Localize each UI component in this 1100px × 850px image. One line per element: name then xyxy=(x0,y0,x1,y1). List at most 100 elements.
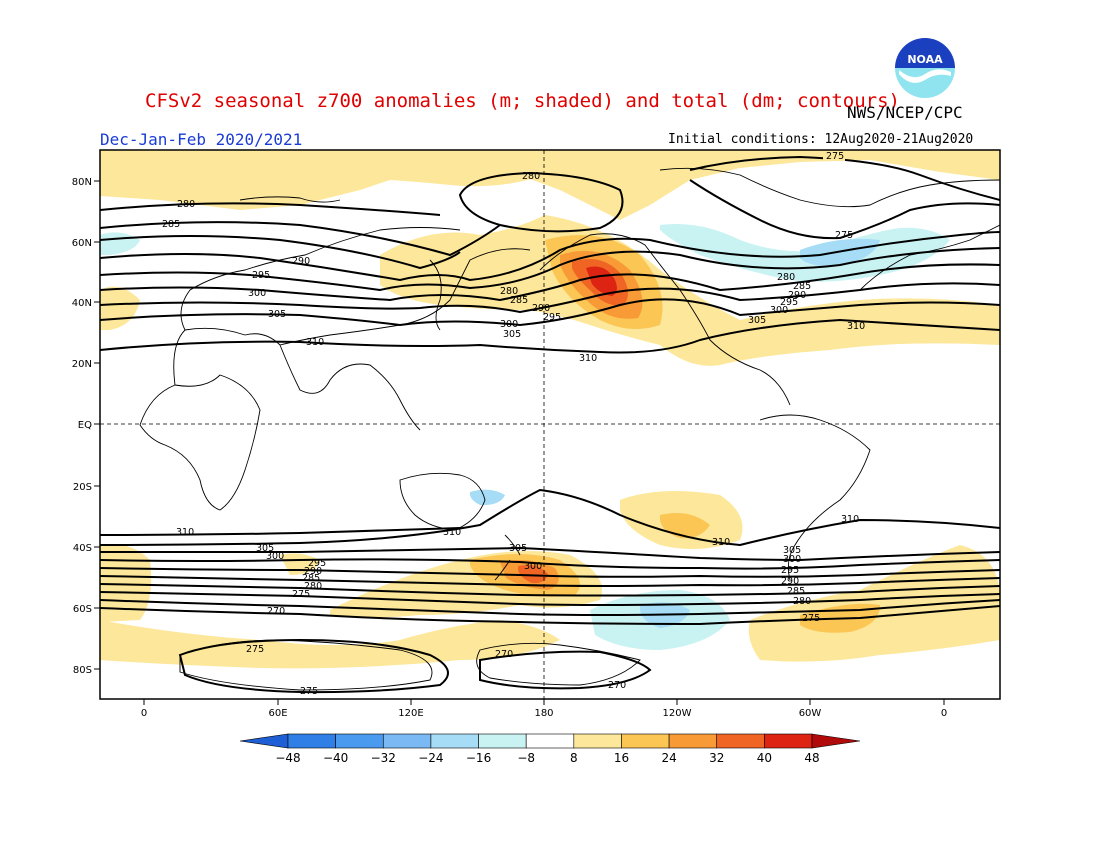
map-title: CFSv2 seasonal z700 anomalies (m; shaded… xyxy=(145,90,900,112)
anomaly-shading xyxy=(100,150,1000,669)
latitude-labels: 80N 60N 40N 20N EQ 20S 40S 60S 80S xyxy=(72,177,92,676)
contour-label: 285 xyxy=(787,586,805,597)
contour-label: 310 xyxy=(176,527,194,538)
contour-label: 290 xyxy=(781,576,799,587)
axis-ticks xyxy=(94,180,945,705)
contour-label: 280 xyxy=(304,581,322,592)
contour-label: 305 xyxy=(783,545,801,556)
colorbar-tick-label: −8 xyxy=(517,751,535,765)
lon-label: 60E xyxy=(268,708,287,719)
colorbar-tick-label: −32 xyxy=(371,751,396,765)
contour-label: 295 xyxy=(308,558,326,569)
lat-label: 80N xyxy=(72,177,92,188)
colorbar-swatch xyxy=(287,733,336,749)
contour-label: 305 xyxy=(748,315,766,326)
colorbar-swatch xyxy=(716,733,765,749)
contour-label: 270 xyxy=(267,606,285,617)
contour-label: 290 xyxy=(292,256,310,267)
colorbar-tick-label: −16 xyxy=(466,751,491,765)
colorbar-swatch xyxy=(239,733,289,749)
lon-label: 180 xyxy=(534,708,553,719)
contour-label: 280 xyxy=(777,272,795,283)
contour-label: 270 xyxy=(495,649,513,660)
credit-label: NWS/NCEP/CPC xyxy=(847,103,963,122)
contour-label: 275 xyxy=(292,589,310,600)
contour-label: 275 xyxy=(826,151,844,162)
contour-label: 290 xyxy=(304,566,322,577)
contour-label: 280 xyxy=(177,199,195,210)
contour-label: 310 xyxy=(841,514,859,525)
colorbar-tick-label: −40 xyxy=(323,751,348,765)
contour-labels: 275 280 280 285 290 295 300 305 310 280 … xyxy=(162,150,865,697)
contour-label: 310 xyxy=(443,527,461,538)
lat-label: 40N xyxy=(72,298,92,309)
contour-label: 275 xyxy=(835,230,853,241)
contour-label: 275 xyxy=(246,644,264,655)
contour-label: 295 xyxy=(543,312,561,323)
colorbar-tick-label: 8 xyxy=(570,751,578,765)
initial-conditions-label: Initial conditions: 12Aug2020-21Aug2020 xyxy=(668,132,974,147)
colorbar-swatch xyxy=(811,733,861,749)
contour-label: 275 xyxy=(802,613,820,624)
lat-label: EQ xyxy=(78,420,92,431)
contour-label: 275 xyxy=(300,686,318,697)
colorbar-swatch xyxy=(335,733,384,749)
colorbar-tick-label: 48 xyxy=(804,751,819,765)
colorbar-tick-label: −24 xyxy=(418,751,443,765)
colorbar-swatch xyxy=(668,733,718,749)
contour-label: 285 xyxy=(793,281,811,292)
lat-label: 40S xyxy=(73,543,92,554)
contour-label: 290 xyxy=(532,303,550,314)
colorbar-swatch xyxy=(382,733,432,749)
contour-label: 300 xyxy=(500,319,518,330)
colorbar-tick-label: 40 xyxy=(757,751,772,765)
contour-label: 280 xyxy=(522,171,540,182)
lon-label: 0 xyxy=(141,708,147,719)
contour-label: 285 xyxy=(162,219,180,230)
contour-label: 295 xyxy=(781,565,799,576)
contour-label: 305 xyxy=(503,329,521,340)
contour-label: 300 xyxy=(770,305,788,316)
colorbar-swatch xyxy=(764,733,813,749)
contour-label: 310 xyxy=(712,537,730,548)
contour-label: 295 xyxy=(780,297,798,308)
contour-label: 310 xyxy=(579,353,597,364)
noaa-logo: NOAA xyxy=(894,37,956,99)
contour-label: 300 xyxy=(524,561,542,572)
contour-label: 290 xyxy=(788,290,806,301)
contour-label: 295 xyxy=(252,270,270,281)
lon-label: 0 xyxy=(941,708,947,719)
contour-label: 280 xyxy=(500,286,518,297)
lon-label: 60W xyxy=(799,708,822,719)
contour-label: 285 xyxy=(510,295,528,306)
height-contours xyxy=(100,155,1000,694)
colorbar-tick-label: −48 xyxy=(275,751,300,765)
contour-label: 305 xyxy=(256,543,274,554)
colorbar: −48 −40 −32 −24 −16 −8 8 16 24 32 40 48 xyxy=(239,733,861,765)
longitude-labels: 0 60E 120E 180 120W 60W 0 xyxy=(141,708,947,719)
contour-label: 310 xyxy=(847,321,865,332)
lat-label: 60N xyxy=(72,238,92,249)
colorbar-swatch xyxy=(621,733,670,749)
colorbar-tick-label: 32 xyxy=(709,751,724,765)
lon-label: 120W xyxy=(663,708,692,719)
colorbar-swatch xyxy=(573,733,622,749)
contour-label: 285 xyxy=(302,573,320,584)
contour-label: 305 xyxy=(509,543,527,554)
lon-label: 120E xyxy=(398,708,423,719)
noaa-logo-text: NOAA xyxy=(907,53,943,66)
lat-label: 20N xyxy=(72,359,92,370)
contour-label: 280 xyxy=(793,596,811,607)
contour-label: 310 xyxy=(306,337,324,348)
lat-label: 80S xyxy=(73,665,92,676)
colorbar-tick-label: 16 xyxy=(614,751,629,765)
colorbar-swatch xyxy=(430,733,479,749)
season-label: Dec-Jan-Feb 2020/2021 xyxy=(100,130,303,149)
lat-label: 20S xyxy=(73,482,92,493)
contour-label: 305 xyxy=(268,309,286,320)
contour-label: 300 xyxy=(266,551,284,562)
colorbar-tick-label: 24 xyxy=(661,751,676,765)
contour-label: 270 xyxy=(608,680,626,691)
colorbar-swatch xyxy=(525,733,575,749)
